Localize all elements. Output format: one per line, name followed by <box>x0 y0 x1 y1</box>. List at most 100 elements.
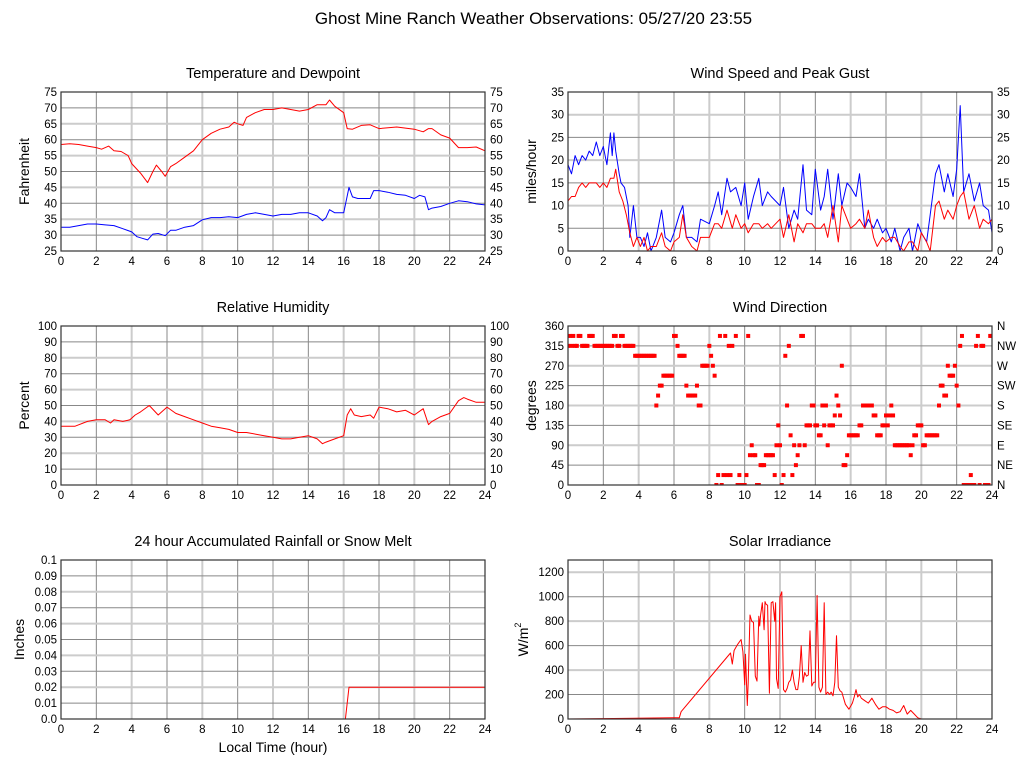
data-point <box>684 383 689 388</box>
data-point <box>891 413 896 418</box>
data-point <box>952 363 957 368</box>
right-tick-label: 50 <box>490 401 503 413</box>
right-tick-label: 30 <box>490 432 503 444</box>
data-point <box>935 433 940 438</box>
y-tick-label: 70 <box>44 369 57 381</box>
y-axis-label: Percent <box>16 381 32 429</box>
data-point <box>728 473 733 478</box>
y-tick-label: 0.07 <box>35 603 57 615</box>
x-tick-label: 10 <box>231 490 244 502</box>
data-point <box>705 363 710 368</box>
data-point <box>811 403 816 408</box>
y-tick-label: 45 <box>44 182 57 194</box>
data-point <box>832 413 837 418</box>
data-point <box>887 413 892 418</box>
right-tick-label: 10 <box>997 201 1010 213</box>
chart-title: 24 hour Accumulated Rainfall or Snow Mel… <box>134 534 411 550</box>
y-tick-label: 20 <box>44 448 57 460</box>
x-tick-label: 22 <box>950 256 963 268</box>
x-tick-label: 22 <box>443 724 456 736</box>
x-tick-label: 12 <box>267 724 280 736</box>
y-tick-label: 60 <box>44 135 57 147</box>
right-tick-label: 50 <box>490 167 503 179</box>
y-tick-label: 200 <box>545 690 564 702</box>
data-point <box>568 343 570 348</box>
data-point <box>908 453 913 458</box>
data-point <box>792 443 797 448</box>
y-tick-label: 0.03 <box>35 666 57 678</box>
y-tick-label: 180 <box>545 401 564 413</box>
x-tick-label: 6 <box>671 490 677 502</box>
y-tick-label: 0 <box>558 714 564 726</box>
right-tick-label: NW <box>997 341 1016 353</box>
data-point <box>774 443 779 448</box>
data-point <box>620 333 625 338</box>
right-tick-label: 45 <box>490 182 503 194</box>
x-tick-label: 8 <box>706 724 712 736</box>
y-tick-label: 0 <box>51 480 57 492</box>
data-point <box>694 383 699 388</box>
y-tick-label: 45 <box>551 460 564 472</box>
data-point <box>878 433 883 438</box>
x-tick-label: 0 <box>565 256 571 268</box>
data-point <box>882 423 887 428</box>
y-tick-label: 0.09 <box>35 571 57 583</box>
right-tick-label: 25 <box>490 246 503 258</box>
x-tick-label: 12 <box>774 256 787 268</box>
series-line-dewpoint <box>61 186 485 241</box>
x-tick-label: 6 <box>164 256 170 268</box>
x-tick-label: 24 <box>986 724 999 736</box>
data-point <box>972 483 977 485</box>
data-point <box>753 453 758 458</box>
data-point <box>654 403 659 408</box>
y-tick-label: 0.04 <box>35 650 58 662</box>
y-tick-label: 25 <box>551 132 564 144</box>
y-tick-label: 0.08 <box>35 587 57 599</box>
data-point <box>954 383 959 388</box>
data-point <box>673 333 678 338</box>
x-tick-label: 12 <box>267 256 280 268</box>
y-tick-label: 0 <box>558 480 564 492</box>
x-tick-label: 8 <box>706 256 712 268</box>
series-line-wind-speed <box>568 168 992 251</box>
y-tick-label: 100 <box>38 321 57 333</box>
right-tick-label: 60 <box>490 385 503 397</box>
data-point <box>742 483 747 485</box>
right-tick-label: 90 <box>490 337 503 349</box>
data-point <box>585 343 590 348</box>
x-tick-label: 20 <box>408 490 421 502</box>
x-tick-label: 24 <box>986 256 999 268</box>
x-tick-label: 6 <box>671 256 677 268</box>
y-tick-label: 400 <box>545 665 564 677</box>
data-point <box>770 453 775 458</box>
x-tick-label: 20 <box>408 256 421 268</box>
x-axis-label: Local Time (hour) <box>219 739 328 755</box>
data-point <box>733 333 738 338</box>
y-tick-label: 225 <box>545 381 564 393</box>
y-tick-label: 40 <box>44 416 57 428</box>
right-tick-label: NE <box>997 460 1013 472</box>
y-tick-label: 60 <box>44 385 57 397</box>
data-point <box>914 433 919 438</box>
right-tick-label: 65 <box>490 119 503 131</box>
y-tick-label: 800 <box>545 616 564 628</box>
x-tick-label: 2 <box>600 256 606 268</box>
x-tick-label: 20 <box>408 724 421 736</box>
x-tick-label: 0 <box>58 256 64 268</box>
data-point <box>956 403 961 408</box>
data-point <box>735 483 740 485</box>
data-point <box>990 333 992 338</box>
data-point <box>800 333 805 338</box>
data-point <box>749 443 754 448</box>
y-tick-label: 80 <box>44 353 57 365</box>
x-tick-label: 14 <box>302 490 315 502</box>
x-tick-label: 0 <box>565 490 571 502</box>
right-tick-label: 70 <box>490 369 503 381</box>
data-point <box>958 343 963 348</box>
right-tick-label: 5 <box>997 223 1003 235</box>
x-tick-label: 18 <box>880 490 893 502</box>
x-tick-label: 16 <box>337 490 350 502</box>
series-line-accumulated-rainfall <box>61 686 485 719</box>
x-tick-label: 12 <box>774 490 787 502</box>
